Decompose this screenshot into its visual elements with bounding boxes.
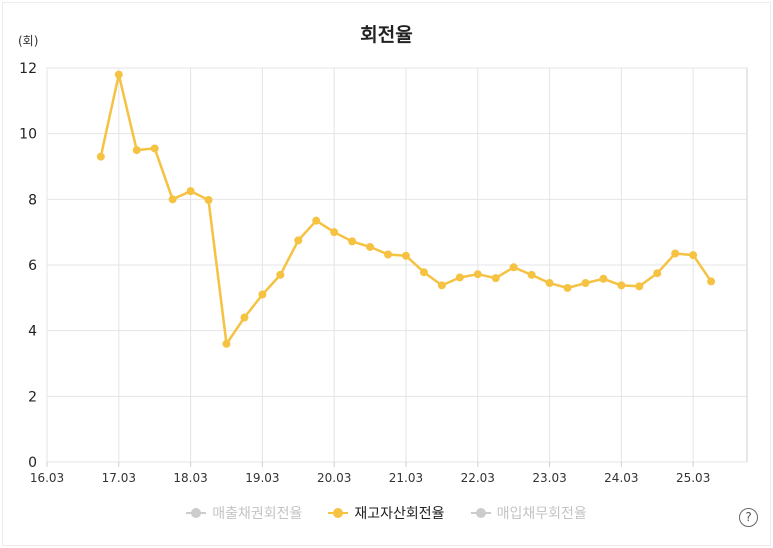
legend-item-receivables-turnover[interactable]: 매출채권회전율: [186, 503, 302, 523]
legend-item-payables-turnover[interactable]: 매입채무회전율: [470, 503, 587, 523]
chart-title: 회전율: [360, 24, 413, 46]
legend-marker-icon: [328, 507, 349, 519]
grid-lines: [46, 67, 748, 467]
x-tick-label: 22.03: [461, 471, 495, 485]
data-point: [563, 283, 572, 292]
data-point: [491, 274, 500, 283]
legend-label: 재고자산회전율: [354, 506, 445, 522]
data-point: [455, 273, 464, 282]
x-tick-label: 25.03: [676, 471, 710, 485]
data-point: [150, 144, 159, 153]
x-tick-label: 20.03: [317, 471, 351, 485]
legend-item-inventory-turnover[interactable]: 재고자산회전율: [328, 503, 445, 523]
data-point: [473, 270, 482, 279]
data-point: [581, 279, 590, 288]
y-tick-label: 6: [28, 258, 37, 274]
legend-label: 매입채무회전율: [496, 506, 587, 522]
data-point: [437, 281, 446, 290]
data-point: [222, 339, 231, 348]
series-layer: [96, 70, 716, 348]
data-point: [671, 249, 680, 258]
y-tick-label: 12: [19, 61, 37, 77]
data-point: [401, 251, 410, 260]
help-icon[interactable]: ?: [739, 508, 758, 527]
y-tick-label: 8: [28, 192, 37, 208]
legend: 매출채권회전율 재고자산회전율 매입채무회전율: [0, 503, 773, 523]
y-tick-label: 0: [28, 455, 37, 471]
y-axis-unit-label: (회): [18, 34, 39, 48]
data-point: [348, 237, 357, 246]
data-point: [384, 250, 393, 259]
x-tick-label: 21.03: [389, 471, 423, 485]
data-point: [276, 270, 285, 279]
data-point: [653, 269, 662, 278]
x-tick-label: 19.03: [245, 471, 279, 485]
data-point: [294, 236, 303, 245]
x-tick-label: 17.03: [102, 471, 136, 485]
data-point: [509, 263, 518, 272]
data-point: [258, 290, 267, 299]
data-point: [240, 313, 249, 322]
x-tick-label: 18.03: [173, 471, 207, 485]
data-point: [545, 279, 554, 288]
data-point: [527, 270, 536, 279]
data-point: [707, 277, 716, 286]
data-point: [617, 281, 626, 290]
data-point: [366, 242, 375, 251]
data-point: [168, 195, 177, 204]
data-point: [204, 195, 213, 204]
data-point: [635, 282, 644, 291]
y-axis-ticks: 0 2 4 6 8 10 12: [19, 61, 37, 471]
y-tick-label: 4: [28, 324, 37, 340]
x-tick-label: 24.03: [604, 471, 638, 485]
data-point: [689, 251, 698, 260]
legend-label: 매출채권회전율: [212, 506, 303, 522]
data-point: [419, 268, 428, 277]
legend-marker-icon: [186, 507, 207, 519]
legend-marker-icon: [470, 507, 491, 519]
data-point: [132, 146, 141, 155]
data-point: [330, 228, 339, 237]
y-tick-label: 2: [28, 389, 37, 405]
data-point: [312, 216, 321, 225]
data-point: [114, 70, 123, 79]
data-point: [186, 187, 195, 196]
data-point: [599, 274, 608, 283]
x-tick-label: 23.03: [532, 471, 566, 485]
x-tick-label: 16.03: [30, 471, 64, 485]
x-axis-ticks: 16.03 17.03 18.03 19.03 20.03 21.03 22.03 23.03…: [30, 471, 711, 485]
data-point: [96, 152, 105, 161]
y-tick-label: 10: [19, 127, 37, 143]
